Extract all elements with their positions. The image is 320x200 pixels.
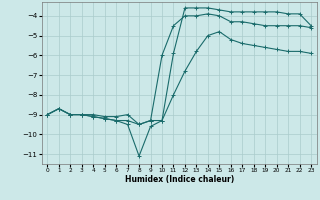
X-axis label: Humidex (Indice chaleur): Humidex (Indice chaleur) xyxy=(124,175,234,184)
